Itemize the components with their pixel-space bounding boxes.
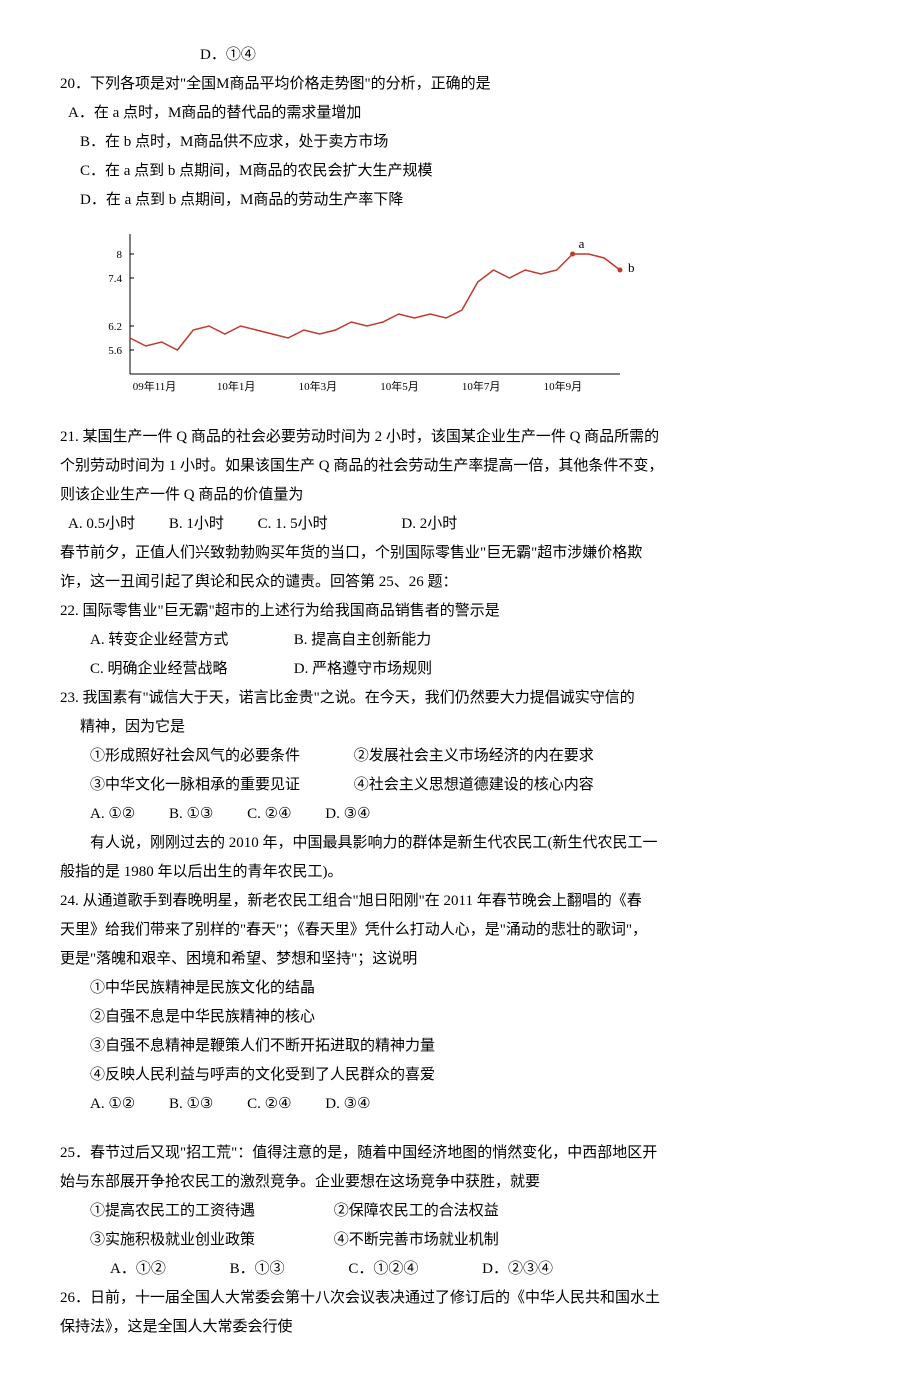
q21-option-b: B. 1小时 xyxy=(169,516,224,532)
q23-option-c: C. ②④ xyxy=(247,806,291,822)
q22-options-row2: C. 明确企业经营战略 D. 严格遵守市场规则 xyxy=(60,656,860,683)
q20-stem: 20．下列各项是对"全国M商品平均价格走势图"的分析，正确的是 xyxy=(60,71,860,98)
q19-option-d: D．①④ xyxy=(60,42,860,69)
q25-statement-2: ②保障农民工的合法权益 xyxy=(334,1203,499,1219)
q24-stem-line1: 24. 从通道歌手到春晚明星，新老农民工组合"旭日阳刚"在 2011 年春节晚会… xyxy=(60,888,860,915)
q24-stem-line3: 更是"落魄和艰辛、困境和希望、梦想和坚持"；这说明 xyxy=(60,946,860,973)
svg-text:10年7月: 10年7月 xyxy=(462,379,501,393)
svg-text:7.4: 7.4 xyxy=(108,273,122,285)
q22-stem: 22. 国际零售业"巨无霸"超市的上述行为给我国商品销售者的警示是 xyxy=(60,598,860,625)
q20-option-c: C．在 a 点到 b 点期间，M商品的农民会扩大生产规模 xyxy=(60,158,860,185)
q23-options: A. ①② B. ①③ C. ②④ D. ③④ xyxy=(60,801,860,828)
q25-statement-1: ①提高农民工的工资待遇 xyxy=(90,1198,330,1225)
q25-stem-line2: 始与东部展开争抢农民工的激烈竞争。企业要想在这场竞争中获胜，就要 xyxy=(60,1169,860,1196)
svg-text:10年5月: 10年5月 xyxy=(380,379,419,393)
q24-statement-2: ②自强不息是中华民族精神的核心 xyxy=(60,1004,860,1031)
q25-option-c: C．①②④ xyxy=(348,1261,418,1277)
svg-text:6.2: 6.2 xyxy=(108,321,122,333)
q23-statement-4: ④社会主义思想道德建设的核心内容 xyxy=(354,777,594,793)
q21-option-a: A. 0.5小时 xyxy=(68,516,135,532)
q24-statement-4: ④反映人民利益与呼声的文化受到了人民群众的喜爱 xyxy=(60,1062,860,1089)
svg-text:10年1月: 10年1月 xyxy=(217,379,256,393)
q26-stem-line1: 26．日前，十一届全国人大常委会第十八次会议表决通过了修订后的《中华人民共和国水… xyxy=(60,1285,860,1312)
context2-line2: 般指的是 1980 年以后出生的青年农民工)。 xyxy=(60,859,860,886)
q25-statement-4: ④不断完善市场就业机制 xyxy=(334,1232,499,1248)
price-trend-chart: 5.6 6.2 7.4 8 09年11月 10年1月 10年3月 10年5月 10年7月 10年9… xyxy=(80,224,860,404)
q22-options-row1: A. 转变企业经营方式 B. 提高自主创新能力 xyxy=(60,627,860,654)
q22-option-b: B. 提高自主创新能力 xyxy=(294,632,432,648)
q23-option-b: B. ①③ xyxy=(169,806,213,822)
q23-option-d: D. ③④ xyxy=(325,806,370,822)
q21-stem-line3: 则该企业生产一件 Q 商品的价值量为 xyxy=(60,482,860,509)
q24-statement-3: ③自强不息精神是鞭策人们不断开拓进取的精神力量 xyxy=(60,1033,860,1060)
q21-options: A. 0.5小时 B. 1小时 C. 1. 5小时 D. 2小时 xyxy=(60,511,860,538)
q23-statement-3: ③中华文化一脉相承的重要见证 xyxy=(90,772,350,799)
q25-statement-3: ③实施积极就业创业政策 xyxy=(90,1227,330,1254)
context-line1: 春节前夕，正值人们兴致勃勃购买年货的当口，个别国际零售业"巨无霸"超市涉嫌价格欺 xyxy=(60,540,860,567)
q25-statements-row2: ③实施积极就业创业政策 ④不断完善市场就业机制 xyxy=(60,1227,860,1254)
q20-option-d: D．在 a 点到 b 点期间，M商品的劳动生产率下降 xyxy=(60,187,860,214)
q21-option-c: C. 1. 5小时 xyxy=(258,516,328,532)
q25-statements-row1: ①提高农民工的工资待遇 ②保障农民工的合法权益 xyxy=(60,1198,860,1225)
q21-option-d: D. 2小时 xyxy=(401,516,457,532)
q24-stem-line2: 天里》给我们带来了别样的"春天"；《春天里》凭什么打动人心，是"涌动的悲壮的歌词… xyxy=(60,917,860,944)
q20-option-a: A．在 a 点时，M商品的替代品的需求量增加 xyxy=(60,100,860,127)
q24-statement-1: ①中华民族精神是民族文化的结晶 xyxy=(60,975,860,1002)
q25-option-b: B．①③ xyxy=(230,1261,285,1277)
context2-line1: 有人说，刚刚过去的 2010 年，中国最具影响力的群体是新生代农民工(新生代农民… xyxy=(60,830,860,857)
q25-option-d: D．②③④ xyxy=(482,1261,553,1277)
q26-stem-line2: 保持法》，这是全国人大常委会行使 xyxy=(60,1314,860,1341)
q24-option-b: B. ①③ xyxy=(169,1096,213,1112)
q24-option-c: C. ②④ xyxy=(247,1096,291,1112)
q23-statement-2: ②发展社会主义市场经济的内在要求 xyxy=(354,748,594,764)
q23-stem-line2: 精神，因为它是 xyxy=(60,714,860,741)
q23-option-a: A. ①② xyxy=(90,806,135,822)
q22-option-d: D. 严格遵守市场规则 xyxy=(294,661,432,677)
q24-option-d: D. ③④ xyxy=(325,1096,370,1112)
q25-options: A．①② B．①③ C．①②④ D．②③④ xyxy=(60,1256,860,1283)
svg-text:8: 8 xyxy=(117,249,123,261)
svg-text:a: a xyxy=(579,236,585,251)
q21-stem-line1: 21. 某国生产一件 Q 商品的社会必要劳动时间为 2 小时，该国某企业生产一件… xyxy=(60,424,860,451)
q25-option-a: A．①② xyxy=(110,1261,166,1277)
q21-stem-line2: 个别劳动时间为 1 小时。如果该国生产 Q 商品的社会劳动生产率提高一倍，其他条… xyxy=(60,453,860,480)
q23-statements-row1: ①形成照好社会风气的必要条件 ②发展社会主义市场经济的内在要求 xyxy=(60,743,860,770)
q23-stem-line1: 23. 我国素有"诚信大于天，诺言比金贵"之说。在今天，我们仍然要大力提倡诚实守… xyxy=(60,685,860,712)
q20-option-b: B．在 b 点时，M商品供不应求，处于卖方市场 xyxy=(60,129,860,156)
context-line2: 诈，这一丑闻引起了舆论和民众的谴责。回答第 25、26 题： xyxy=(60,569,860,596)
q25-stem-line1: 25．春节过后又现"招工荒"：值得注意的是，随着中国经济地图的悄然变化，中西部地… xyxy=(60,1140,860,1167)
svg-text:10年9月: 10年9月 xyxy=(544,379,583,393)
svg-text:09年11月: 09年11月 xyxy=(133,379,177,393)
q24-option-a: A. ①② xyxy=(90,1096,135,1112)
q22-option-a: A. 转变企业经营方式 xyxy=(90,627,290,654)
q22-option-c: C. 明确企业经营战略 xyxy=(90,656,290,683)
svg-text:5.6: 5.6 xyxy=(108,345,122,357)
q23-statement-1: ①形成照好社会风气的必要条件 xyxy=(90,743,350,770)
svg-text:b: b xyxy=(628,260,635,275)
q24-options: A. ①② B. ①③ C. ②④ D. ③④ xyxy=(60,1091,860,1118)
svg-text:10年3月: 10年3月 xyxy=(299,379,338,393)
q23-statements-row2: ③中华文化一脉相承的重要见证 ④社会主义思想道德建设的核心内容 xyxy=(60,772,860,799)
